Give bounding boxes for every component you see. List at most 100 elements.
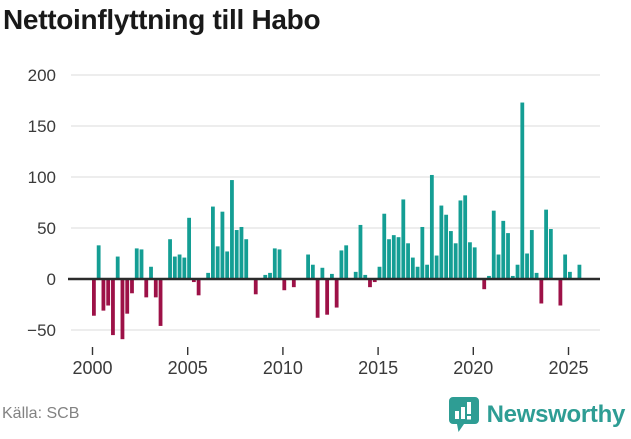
bar-2007Q3 — [234, 230, 239, 279]
newsworthy-logo[interactable]: Newsworthy — [448, 396, 625, 433]
bar-2005Q2 — [191, 279, 196, 283]
bar-2014Q3 — [368, 279, 372, 288]
bar-2003Q1 — [149, 266, 153, 279]
bar-2013Q4 — [353, 271, 358, 279]
bar-2000Q3 — [101, 279, 106, 311]
y-tick-label-0: 0 — [47, 270, 56, 289]
bar-2010Q1 — [282, 279, 287, 291]
y-tick-label-100: 100 — [28, 168, 56, 187]
bar-2020Q4 — [487, 275, 491, 279]
bar-2024Q4 — [563, 254, 568, 279]
bar-2019Q2 — [458, 200, 463, 279]
bar-2021Q3 — [501, 220, 506, 279]
bar-2018Q4 — [449, 231, 453, 279]
bar-2022Q2 — [515, 264, 520, 279]
bar-2017Q3 — [425, 264, 429, 279]
source-label: Källa: SCB — [2, 405, 80, 422]
bar-2011Q4 — [315, 279, 320, 318]
bar-2012Q4 — [334, 279, 339, 308]
bar-2007Q1 — [225, 251, 230, 279]
bar-2024Q3 — [558, 279, 563, 306]
bar-2012Q2 — [325, 279, 330, 315]
newsworthy-badge-icon — [448, 397, 479, 432]
bar-2010Q3 — [291, 279, 296, 288]
bar-2019Q4 — [468, 242, 472, 279]
page-title: Nettoinflyttning till Habo — [3, 4, 321, 35]
bar-2007Q4 — [239, 226, 244, 279]
x-tick-label-2010: 2010 — [263, 358, 303, 378]
bar-2016Q2 — [401, 199, 406, 279]
bar-2022Q1 — [510, 275, 515, 279]
bar-2009Q1 — [263, 274, 268, 279]
bar-2002Q4 — [144, 279, 149, 298]
bar-2011Q2 — [306, 254, 310, 279]
chart-footer: Källa: SCB Newsworthy — [0, 395, 631, 439]
bar-2009Q2 — [268, 272, 272, 279]
bar-2023Q4 — [544, 209, 548, 279]
bar-2025Q1 — [568, 271, 572, 279]
x-tick-label-2020: 2020 — [453, 358, 493, 378]
bar-2016Q1 — [396, 237, 401, 279]
bar-2015Q1 — [377, 266, 382, 279]
x-tick-label-2000: 2000 — [72, 358, 112, 378]
y-tick-label-200: 200 — [28, 66, 56, 85]
bar-2001Q1 — [111, 279, 115, 336]
newsworthy-wordmark: Newsworthy — [486, 400, 626, 428]
bar-2000Q2 — [96, 245, 101, 279]
bar-2001Q4 — [125, 279, 130, 314]
bar-2008Q1 — [244, 239, 249, 279]
bar-2006Q4 — [220, 211, 225, 279]
bar-2012Q1 — [320, 267, 325, 279]
bar-2015Q3 — [387, 239, 391, 279]
bar-2002Q1 — [130, 279, 134, 294]
bar-2003Q3 — [158, 279, 163, 326]
bar-2006Q2 — [211, 206, 215, 279]
bar-2013Q2 — [344, 245, 349, 279]
y-tick-label--50: −50 — [27, 321, 56, 340]
bar-2019Q1 — [453, 243, 458, 279]
bar-2016Q4 — [410, 257, 415, 279]
bar-2006Q3 — [215, 246, 220, 279]
bar-2019Q3 — [463, 195, 468, 279]
bar-2023Q3 — [539, 279, 544, 304]
bar-2004Q1 — [168, 239, 172, 279]
bar-2012Q3 — [330, 273, 334, 279]
bar-2013Q1 — [339, 250, 344, 279]
bar-2004Q3 — [177, 254, 182, 279]
bar-2017Q2 — [420, 226, 425, 279]
bar-2011Q3 — [310, 264, 315, 279]
bar-2017Q4 — [429, 174, 434, 279]
bar-2005Q1 — [187, 217, 191, 279]
bar-2018Q2 — [439, 205, 444, 279]
bar-2000Q1 — [92, 279, 96, 316]
bar-2002Q2 — [134, 248, 139, 279]
x-tick-label-2015: 2015 — [358, 358, 398, 378]
bar-2021Q4 — [506, 233, 510, 279]
bar-2021Q2 — [496, 254, 501, 279]
bar-2001Q3 — [120, 279, 125, 340]
bar-2015Q2 — [382, 213, 387, 279]
bar-2000Q4 — [106, 279, 111, 306]
bar-2023Q2 — [534, 272, 539, 279]
bar-2018Q1 — [434, 255, 439, 279]
bar-2005Q3 — [196, 279, 201, 296]
bar-2008Q3 — [253, 279, 258, 295]
bar-2014Q4 — [372, 279, 377, 283]
bar-2009Q4 — [277, 249, 282, 279]
bar-2007Q2 — [230, 180, 234, 279]
bar-2014Q1 — [358, 224, 363, 279]
x-tick-label-2005: 2005 — [168, 358, 208, 378]
bar-2023Q1 — [529, 230, 534, 279]
x-tick-label-2025: 2025 — [548, 358, 588, 378]
bar-2006Q1 — [206, 272, 211, 279]
bar-2022Q3 — [520, 102, 525, 279]
bar-2002Q3 — [139, 249, 144, 279]
bar-2015Q4 — [391, 235, 396, 279]
bar-2004Q2 — [172, 256, 177, 279]
bar-2018Q3 — [444, 214, 449, 279]
bar-2022Q4 — [525, 253, 529, 279]
bar-2017Q1 — [415, 266, 420, 279]
bar-2021Q1 — [491, 210, 496, 279]
